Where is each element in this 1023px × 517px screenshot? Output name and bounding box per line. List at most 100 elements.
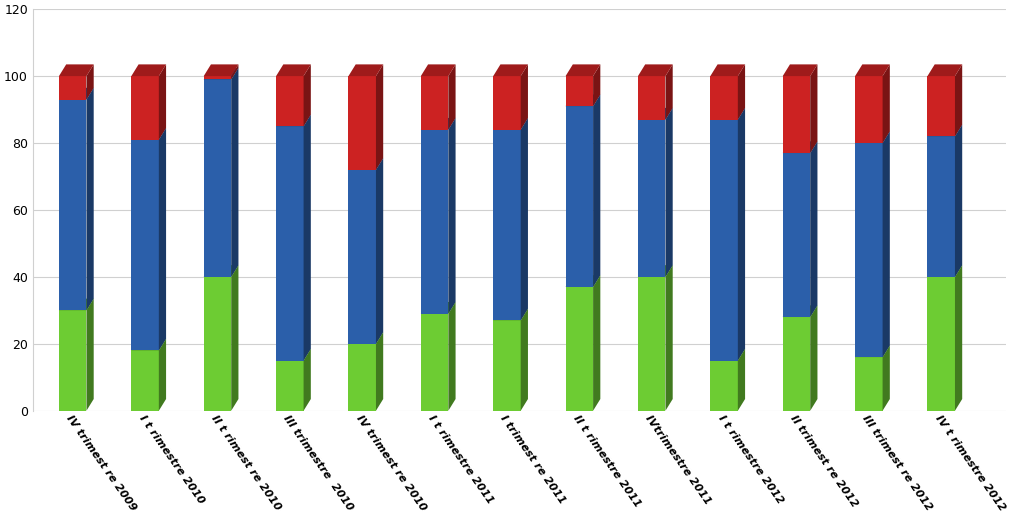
Polygon shape [493,65,528,76]
Polygon shape [493,309,528,321]
Bar [349,170,376,344]
Polygon shape [738,108,745,360]
Polygon shape [131,339,166,351]
Bar [493,321,521,410]
Polygon shape [666,265,673,410]
Polygon shape [666,65,673,119]
Polygon shape [855,131,890,143]
Bar [276,360,304,410]
Bar [638,277,666,410]
Bar [420,130,448,314]
Bar [59,99,87,310]
Bar [710,119,738,360]
Bar [783,317,810,410]
Polygon shape [638,265,673,277]
Polygon shape [566,65,601,76]
Polygon shape [448,65,455,130]
Polygon shape [59,88,94,99]
Polygon shape [593,275,601,410]
Polygon shape [304,349,311,410]
Polygon shape [666,108,673,277]
Bar [204,76,231,80]
Polygon shape [810,141,817,317]
Polygon shape [855,345,890,357]
Bar [349,76,376,170]
Polygon shape [783,306,817,317]
Bar [276,126,304,360]
Bar [783,153,810,317]
Polygon shape [204,68,238,80]
Bar [566,287,593,410]
Polygon shape [87,88,94,310]
Polygon shape [204,65,238,76]
Polygon shape [276,349,311,360]
Bar [131,76,159,140]
Polygon shape [810,65,817,153]
Bar [855,143,883,357]
Polygon shape [593,95,601,287]
Bar [420,76,448,130]
Bar [493,130,521,321]
Polygon shape [954,125,963,277]
Polygon shape [710,349,745,360]
Polygon shape [87,299,94,410]
Polygon shape [566,95,601,106]
Polygon shape [159,65,166,140]
Bar [566,76,593,106]
Polygon shape [448,302,455,410]
Polygon shape [710,65,745,76]
Bar [131,140,159,351]
Polygon shape [349,65,384,76]
Bar [59,76,87,99]
Bar [493,76,521,130]
Polygon shape [883,131,890,357]
Bar [420,314,448,410]
Polygon shape [738,349,745,410]
Bar [783,76,810,153]
Bar [276,76,304,126]
Polygon shape [420,118,455,130]
Polygon shape [810,306,817,410]
Polygon shape [231,68,238,277]
Bar [928,136,954,277]
Bar [710,76,738,119]
Polygon shape [376,158,384,344]
Polygon shape [593,65,601,106]
Polygon shape [448,118,455,314]
Polygon shape [883,65,890,143]
Polygon shape [420,302,455,314]
Polygon shape [59,299,94,310]
Polygon shape [566,275,601,287]
Bar [204,80,231,277]
Bar [928,277,954,410]
Polygon shape [349,332,384,344]
Polygon shape [928,265,963,277]
Polygon shape [276,65,311,76]
Polygon shape [738,65,745,119]
Polygon shape [493,118,528,130]
Polygon shape [376,332,384,410]
Polygon shape [304,115,311,360]
Polygon shape [231,65,238,80]
Polygon shape [159,128,166,351]
Polygon shape [954,265,963,410]
Polygon shape [928,65,963,76]
Polygon shape [159,339,166,410]
Polygon shape [131,65,166,76]
Bar [855,76,883,143]
Polygon shape [521,118,528,321]
Polygon shape [855,65,890,76]
Bar [855,357,883,410]
Bar [710,360,738,410]
Polygon shape [87,65,94,99]
Polygon shape [304,65,311,126]
Polygon shape [231,265,238,410]
Polygon shape [783,141,817,153]
Bar [204,277,231,410]
Polygon shape [420,65,455,76]
Polygon shape [783,65,817,76]
Bar [131,351,159,410]
Polygon shape [883,345,890,410]
Polygon shape [349,158,384,170]
Bar [349,344,376,410]
